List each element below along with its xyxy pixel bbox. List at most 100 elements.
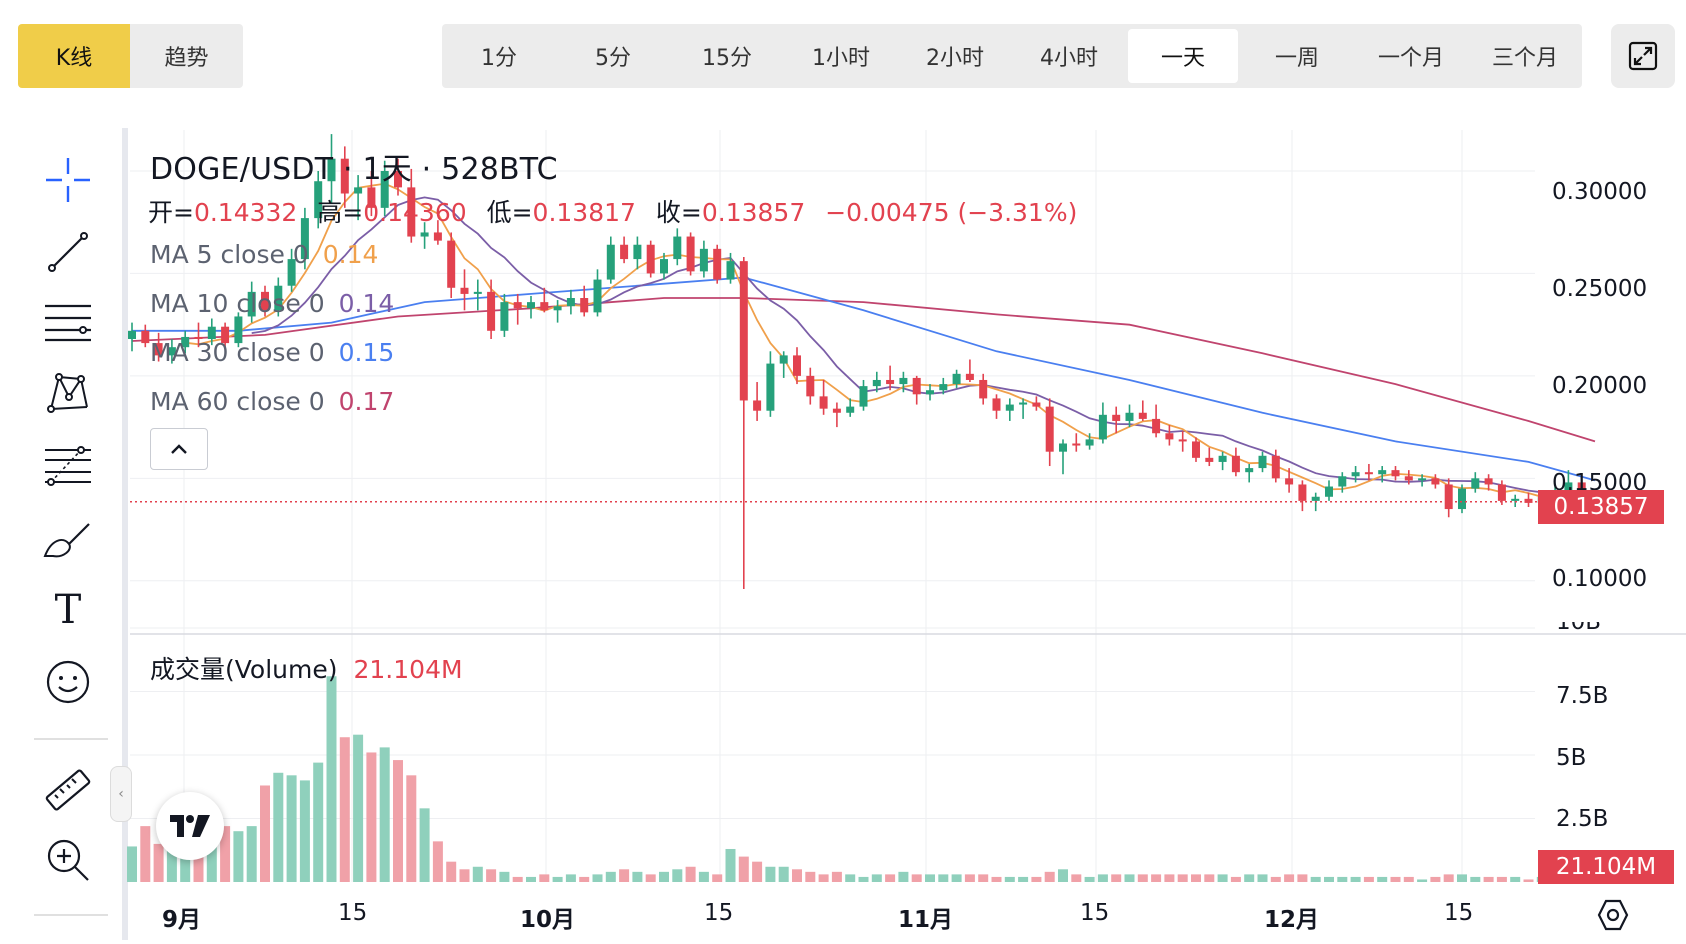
volume-bar	[1350, 876, 1361, 882]
interval-5m[interactable]: 5分	[595, 46, 631, 71]
volume-bar	[1071, 874, 1082, 882]
candle	[1192, 437, 1200, 462]
candle-body	[1205, 457, 1214, 462]
candle-body	[1125, 412, 1134, 421]
volume-bar	[579, 876, 590, 882]
trend-tab[interactable]: 趋势	[130, 24, 243, 88]
kline-tab[interactable]: K线	[18, 24, 130, 88]
ma30-label: MA 30 close 0	[150, 338, 325, 367]
ma30-value: 0.15	[338, 338, 395, 367]
candle-body	[407, 187, 416, 237]
volume-bar	[951, 874, 962, 882]
volume-bar	[991, 876, 1002, 882]
candle-body	[1072, 443, 1081, 446]
volume-bar	[1284, 874, 1295, 882]
candle	[872, 371, 881, 393]
ma30-legend[interactable]: MA 30 close 0 0.15	[150, 338, 394, 367]
candle-body	[660, 259, 668, 274]
volume-bar	[366, 752, 377, 882]
interval-1h[interactable]: 1小时	[812, 46, 870, 71]
ma5-legend[interactable]: MA 5 close 0 0.14	[150, 240, 378, 269]
ruler-tool[interactable]	[40, 762, 96, 818]
volume-bar	[1310, 876, 1321, 882]
ma30-line	[132, 276, 1596, 482]
interval-1d[interactable]: 一天	[1128, 29, 1238, 83]
pattern-tool[interactable]	[40, 364, 96, 420]
interval-3mo[interactable]: 三个月	[1491, 46, 1558, 71]
candle	[793, 347, 801, 385]
horizontal-lines-tool[interactable]	[40, 294, 96, 350]
zoom-in-tool[interactable]	[40, 832, 96, 888]
volume-bar	[1031, 876, 1042, 882]
candle-body	[367, 187, 376, 208]
candle-body	[553, 306, 562, 311]
x-tick: 15	[1080, 900, 1110, 926]
high-label: 高=	[317, 198, 364, 227]
candle-body	[646, 244, 655, 274]
candle	[646, 240, 655, 278]
ma5-value: 0.14	[322, 240, 379, 269]
x-tick: 12月	[1264, 907, 1320, 933]
candle	[314, 170, 323, 229]
fullscreen-button[interactable]	[1611, 24, 1675, 88]
candle	[1378, 466, 1387, 483]
emoji-tool[interactable]	[40, 654, 96, 710]
fib-tool[interactable]	[40, 438, 96, 494]
candle-body	[154, 343, 163, 356]
candle	[221, 322, 230, 348]
collapse-toolbar-button[interactable]: ‹	[110, 766, 132, 822]
candle	[460, 269, 469, 311]
text-tool[interactable]: T	[40, 582, 96, 638]
collapse-legend-button[interactable]	[150, 428, 208, 470]
candle-body	[128, 330, 136, 339]
candle-body	[939, 384, 948, 391]
volume-bar	[1337, 876, 1348, 882]
volume-bar	[459, 869, 470, 882]
volume-bar	[871, 874, 882, 882]
volume-bar	[938, 874, 949, 882]
volume-bar	[153, 843, 164, 882]
candle	[513, 293, 522, 325]
tradingview-logo[interactable]	[156, 792, 224, 860]
candle-body	[433, 232, 442, 241]
trend-line-tool[interactable]	[40, 224, 96, 280]
ma10-legend[interactable]: MA 10 close 0 0.14	[150, 289, 394, 318]
candle-body	[314, 181, 323, 219]
volume-bar	[1377, 876, 1388, 882]
high-value: 0.14360	[363, 198, 467, 227]
volume-bar	[260, 785, 270, 882]
ma10-value: 0.14	[338, 289, 395, 318]
crosshair-tool[interactable]	[40, 152, 96, 208]
candle	[593, 269, 602, 317]
candle	[407, 168, 416, 243]
volume-bar	[1137, 874, 1148, 882]
candle	[660, 252, 668, 280]
volume-bar	[845, 874, 856, 882]
candle-body	[274, 285, 283, 311]
candle-body	[1564, 482, 1573, 491]
close-label: 收=	[655, 198, 702, 227]
brush-tool[interactable]	[40, 510, 96, 566]
candle-body	[1271, 455, 1280, 479]
candle	[1484, 474, 1493, 491]
interval-15m[interactable]: 15分	[702, 46, 752, 71]
volume-tick-label: 10B	[1556, 622, 1602, 635]
interval-2h[interactable]: 2小时	[926, 46, 984, 71]
interval-1m[interactable]: 1分	[481, 46, 517, 71]
candle-body	[1338, 476, 1347, 487]
candle-body	[633, 244, 642, 260]
ma60-legend[interactable]: MA 60 close 0 0.17	[150, 387, 394, 416]
interval-1w[interactable]: 一周	[1274, 46, 1319, 71]
volume-bar	[1297, 874, 1308, 882]
volume-bar	[1151, 874, 1162, 882]
volume-bar	[964, 874, 975, 882]
candle	[606, 236, 615, 284]
interval-4h[interactable]: 4小时	[1040, 46, 1098, 71]
last-price-badge: 0.13857	[1538, 490, 1664, 524]
candle	[194, 322, 203, 348]
interval-1mo[interactable]: 一个月	[1377, 46, 1444, 71]
candle-body	[473, 291, 482, 294]
chart-settings-button[interactable]	[1596, 898, 1630, 932]
candle-body	[593, 279, 602, 313]
